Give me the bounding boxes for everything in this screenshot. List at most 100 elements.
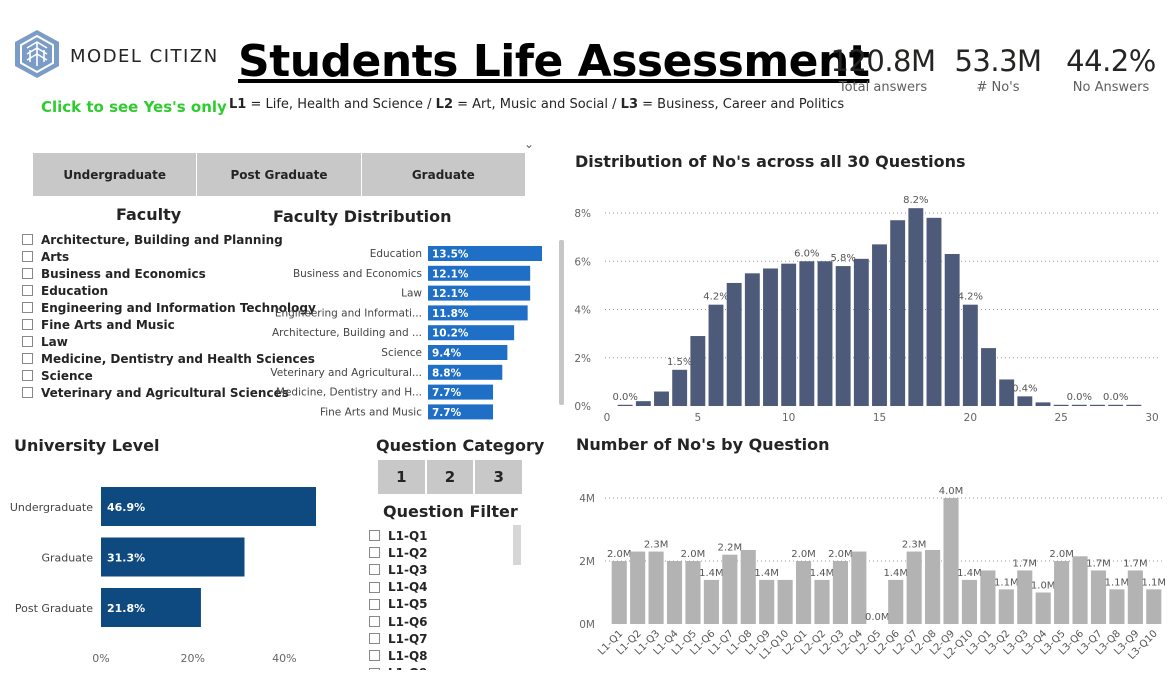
bar [428,404,494,420]
bar [672,369,688,406]
kpi-value: 120.8M [830,44,936,78]
model-citizn-logo-icon [15,30,59,78]
bar [428,285,531,301]
checkbox[interactable] [22,234,33,245]
distribution-chart-title: Distribution of No's across all 30 Quest… [575,152,966,171]
bar [777,579,793,624]
data-label: 1.4M [883,568,908,579]
checkbox[interactable] [369,616,380,628]
data-label: 2.0M [1049,549,1074,560]
question-option-l1-q6[interactable]: L1-Q6 [369,613,509,630]
checkbox[interactable] [22,319,33,330]
kpi-label: Total answers [838,80,928,95]
question-filter-scrollbar[interactable] [513,525,521,565]
legend-code: L1 [229,97,247,112]
checkbox[interactable] [369,667,380,670]
brand-name: MODEL CITIZN [70,46,219,67]
checkbox[interactable] [369,598,380,610]
question-option-label: L1-Q4 [388,580,428,595]
level-tile-graduate[interactable]: Graduate [361,153,525,196]
data-label: 1.4M [699,568,724,579]
faculty-option-engineering-and-information-technology[interactable]: Engineering and Information Technology [22,299,316,316]
x-tick-label: 10 [782,412,795,424]
data-label: 6.0% [794,248,819,259]
checkbox[interactable] [369,530,380,542]
question-option-label: L1-Q1 [388,528,428,543]
data-label: 7.7% [432,407,462,419]
question-option-label: L1-Q3 [388,562,428,577]
data-label: 46.9% [107,501,145,514]
faculty-option-architecture-building-and-planning[interactable]: Architecture, Building and Planning [22,231,283,248]
checkbox[interactable] [22,285,33,296]
y-tick-label: 2% [574,353,591,365]
legend-text: = Life, Health and Science / [246,97,436,112]
bar [703,579,719,624]
bar [611,561,627,624]
checkbox[interactable] [22,302,33,313]
faculty-distribution-title: Faculty Distribution [273,207,452,226]
question-option-l1-q5[interactable]: L1-Q5 [369,596,509,613]
category-label: Business and Economics [293,268,422,280]
category-tile-1[interactable]: 1 [378,460,427,494]
data-label: 5.8% [830,253,855,264]
checkbox[interactable] [369,581,380,593]
data-label: 1.1M [994,577,1019,588]
question-option-label: L1-Q6 [388,614,428,629]
faculty-option-business-and-economics[interactable]: Business and Economics [22,265,282,282]
checkbox[interactable] [369,547,380,559]
bar [101,537,245,577]
question-option-label: L1-Q2 [388,545,428,560]
yes-only-link[interactable]: Click to see Yes's only [41,98,227,116]
data-label: 1.1M [1105,577,1130,588]
x-tick-label: 20 [964,412,977,424]
checkbox[interactable] [369,633,380,645]
faculty-option-law[interactable]: Law [22,333,282,350]
category-tile-2[interactable]: 2 [426,460,476,494]
data-label: 1.4M [957,568,982,579]
faculty-option-education[interactable]: Education [22,282,282,299]
checkbox[interactable] [369,650,380,662]
faculty-option-science[interactable]: Science [22,367,282,384]
checkbox[interactable] [369,564,380,576]
faculty-chart-scrollbar[interactable] [559,240,564,405]
kpi-value: 44.2% [1066,44,1156,78]
category-label: Fine Arts and Music [320,406,422,418]
faculty-distribution-chart: Education 13.5% Business and Economics 12.1… [270,246,542,420]
bar [944,254,960,406]
faculty-option-fine-arts-and-music[interactable]: Fine Arts and Music [22,316,282,333]
bar [428,345,508,360]
bar [759,579,775,624]
checkbox[interactable] [22,336,33,347]
checkbox[interactable] [22,370,33,381]
nos-by-question-title: Number of No's by Question [576,435,830,454]
category-tile-3[interactable]: 3 [475,460,523,494]
faculty-option-medicine-dentistry-and-health-sciences[interactable]: Medicine, Dentistry and Health Sciences [22,350,315,367]
question-option-l1-q7[interactable]: L1-Q7 [369,630,509,647]
level-tile-post-graduate[interactable]: Post Graduate [197,153,362,196]
bar [906,551,922,624]
question-option-l1-q9[interactable]: L1-Q9 [369,665,509,670]
bar [962,304,978,406]
data-label: 2.3M [644,540,669,551]
question-option-l1-q3[interactable]: L1-Q3 [369,561,509,578]
data-label: 11.8% [432,308,469,320]
question-option-l1-q2[interactable]: L1-Q2 [369,544,509,561]
checkbox[interactable] [22,387,33,398]
category-label: Architecture, Building and ... [272,327,422,339]
distribution-of-nos-chart: 0% 2% 4% 6% 8% 0.0% 1.5% 4.2% 6.0% 5.8% 8.2% 4.2% 0.… [574,195,1160,424]
question-option-l1-q4[interactable]: L1-Q4 [369,579,509,596]
checkbox[interactable] [22,251,33,262]
bar [1126,404,1142,406]
chevron-down-icon[interactable]: ⌄ [524,137,535,151]
level-slicer: Undergraduate Post Graduate Graduate [33,153,525,196]
question-option-l1-q1[interactable]: L1-Q1 [369,527,509,544]
y-tick-label: 4M [579,493,595,505]
checkbox[interactable] [22,353,33,364]
faculty-option-veterinary-and-agricultural-sciences[interactable]: Veterinary and Agricultural Sciences [22,384,289,401]
question-option-l1-q8[interactable]: L1-Q8 [369,647,509,664]
faculty-option-arts[interactable]: Arts [22,248,282,265]
level-tile-undergraduate[interactable]: Undergraduate [33,153,198,196]
checkbox[interactable] [22,268,33,279]
data-label: 21.8% [107,602,145,615]
category-label: Graduate [41,552,93,565]
